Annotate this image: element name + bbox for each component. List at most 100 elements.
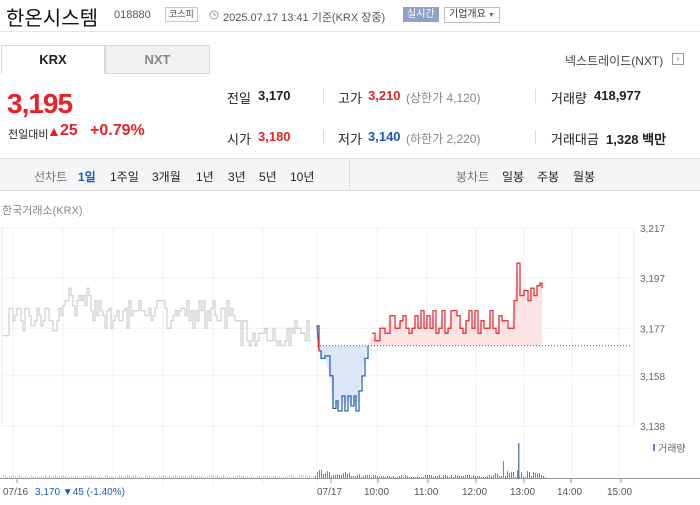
volume-bar [203, 477, 204, 478]
volume-bar [61, 476, 62, 478]
volume-bar [97, 477, 98, 478]
volume-bar [355, 476, 356, 478]
volume-bar [347, 474, 348, 478]
volume-bar [17, 477, 18, 478]
volume-bar [495, 473, 496, 478]
volume-bar [285, 477, 286, 478]
volume-bar [23, 477, 24, 478]
timestamp: 2025.07.17 13:41 기준(KRX 장중) [223, 12, 386, 24]
volume-bar [533, 472, 534, 478]
volume-bar [403, 477, 404, 478]
x-tick-label: 14:00 [557, 487, 582, 498]
volume-bar [113, 477, 114, 478]
divider [535, 130, 536, 144]
volume-bar [251, 476, 252, 478]
volume-bar [31, 475, 32, 478]
volume-bar [357, 475, 358, 478]
volume-bar [497, 474, 498, 478]
volume-bar [289, 475, 290, 478]
volume-bar [187, 477, 188, 478]
volume-bar [103, 477, 104, 478]
period-1y[interactable]: 1년 [196, 170, 214, 184]
tab-krx[interactable]: KRX [1, 45, 105, 74]
volume-bar [493, 475, 494, 478]
volume-bar [7, 477, 8, 478]
candle-daily[interactable]: 일봉 [502, 170, 525, 184]
period-bar: 선차트 1일 1주일 3개월 1년 3년 5년 10년 봉차트 일봉 주봉 월봉 [0, 158, 700, 191]
volume-bar [115, 476, 116, 478]
volume-bar [441, 477, 442, 478]
open-value: 3,180 [258, 129, 291, 144]
period-3y[interactable]: 3년 [228, 170, 246, 184]
y-tick-label: 3,158 [640, 372, 665, 383]
external-link-icon[interactable]: › [672, 53, 684, 65]
volume-bar [449, 477, 450, 478]
prev-close-info-text: 3,170 ▼45 (-1.40%) [35, 487, 125, 498]
company-overview-label: 기업개요 [449, 9, 486, 20]
volume-bar [425, 475, 426, 478]
volume-bar [225, 476, 226, 478]
volume-bar [93, 477, 94, 478]
volume-bar [77, 476, 78, 478]
volume-bar [51, 476, 52, 478]
volume-bar [279, 476, 280, 478]
period-1w[interactable]: 1주일 [110, 170, 139, 184]
volume-bar [381, 476, 382, 478]
volume-bar [387, 476, 388, 478]
volume-bar [91, 475, 92, 478]
nextrade-link[interactable]: 넥스트레이드(NXT) [565, 54, 664, 68]
volume-bar [9, 476, 10, 478]
volume-bar [299, 475, 300, 478]
volume-bar [221, 477, 222, 478]
volume-bar [429, 475, 430, 478]
candle-monthly[interactable]: 월봉 [573, 170, 596, 184]
period-3m[interactable]: 3개월 [152, 170, 181, 184]
volume-bar [151, 477, 152, 478]
volume-bar [531, 476, 532, 478]
up-area [317, 263, 542, 346]
volume-bar [235, 476, 236, 478]
volume-bar [249, 477, 250, 478]
volume-bar [193, 475, 194, 478]
high-label: 고가 [338, 91, 362, 106]
x-tick-label: 13:00 [510, 487, 535, 498]
divider [323, 130, 324, 144]
volume-bar [461, 476, 462, 478]
volume-bar [307, 476, 308, 478]
period-10y[interactable]: 10년 [290, 170, 315, 184]
volume-bar [3, 475, 4, 478]
period-5y[interactable]: 5년 [259, 170, 277, 184]
high-value: 3,210 [368, 88, 401, 103]
volume-bar [267, 476, 268, 478]
volume-bar [259, 476, 260, 478]
volume-bar [359, 474, 360, 478]
x-tick-label: 10:00 [364, 487, 389, 498]
volume-bar [301, 475, 302, 478]
volume-bar [521, 472, 522, 478]
open-label: 시가 [227, 132, 251, 147]
x-tick-label: 11:00 [414, 487, 439, 498]
candle-weekly[interactable]: 주봉 [537, 170, 560, 184]
volume-bar [455, 475, 456, 478]
volume-bar [15, 476, 16, 478]
volume-bar [277, 477, 278, 478]
volume-legend-label: 거래량 [658, 443, 686, 455]
prev-close-value: 3,170 [258, 88, 291, 103]
volume-bar [427, 475, 428, 478]
volume-bar [11, 476, 12, 478]
realtime-button[interactable]: 실시간 [403, 7, 439, 22]
trade-value-label: 거래대금 [551, 132, 599, 147]
stock-header: 한온시스템 018880 코스피 2025.07.17 13:41 기준(KRX… [0, 0, 700, 32]
company-overview-button[interactable]: 기업개요 ▼ [444, 7, 500, 23]
period-1d[interactable]: 1일 [78, 170, 96, 184]
volume-bar [509, 473, 510, 478]
volume-bar [379, 477, 380, 478]
volume-bar [473, 475, 474, 478]
volume-bar [181, 476, 182, 478]
price-chart[interactable]: 3,217 3,197 3,177 3,158 3,138 거래량 07/16 07/17 10… [0, 215, 700, 505]
volume-bar [517, 470, 518, 478]
volume-bar [167, 477, 168, 478]
tab-nxt[interactable]: NXT [105, 45, 210, 74]
volume-bar [523, 476, 524, 478]
volume-bar [39, 477, 40, 478]
